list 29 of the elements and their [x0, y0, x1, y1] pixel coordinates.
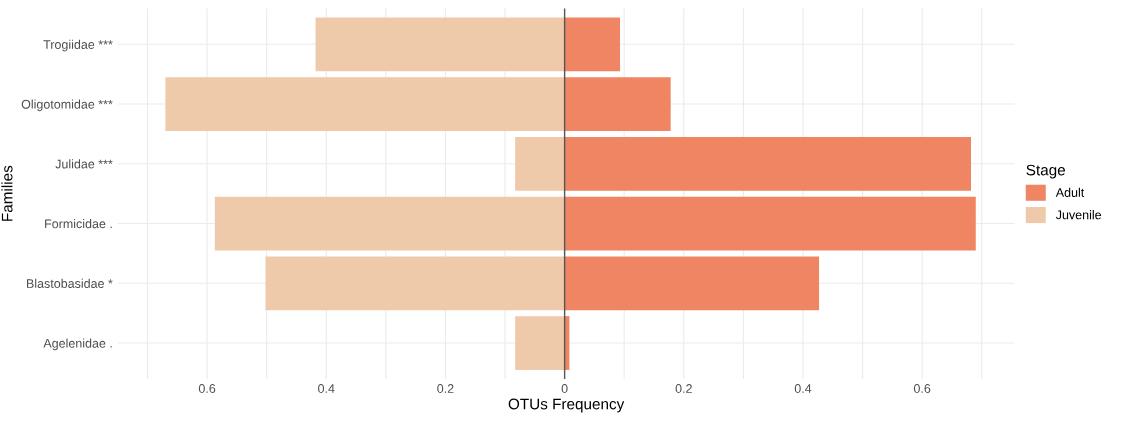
y-tick-label: Formicidae .	[45, 219, 112, 229]
x-tick-label: 0.4	[318, 384, 335, 393]
legend-title: Stage	[1026, 164, 1065, 179]
x-tick-label: 0	[561, 384, 568, 393]
bar	[265, 256, 565, 311]
y-tick-label: Julidae ***	[55, 159, 113, 169]
y-axis-title: Families	[1, 165, 13, 221]
bar	[564, 196, 976, 251]
bar	[564, 77, 671, 131]
bar	[564, 17, 621, 72]
x-tick-label: 0.2	[675, 384, 692, 393]
legend-label: Juvenile	[1055, 210, 1102, 220]
y-tick-label: Agelenidae .	[43, 338, 112, 351]
bar	[564, 136, 972, 191]
x-tick-label: 0.2	[437, 384, 454, 393]
y-tick-label: Trogiidae ***	[43, 39, 113, 52]
bar	[214, 196, 565, 251]
x-tick-label: 0.6	[198, 384, 216, 393]
bar	[165, 77, 565, 131]
bar	[515, 136, 565, 191]
legend-label: Adult	[1055, 187, 1085, 197]
bar	[564, 256, 820, 311]
x-axis-title: OTUs Frequency	[508, 398, 625, 413]
y-tick-label: Oligotomidae ***	[21, 99, 113, 112]
bar	[315, 17, 565, 72]
x-tick-label: 0.6	[913, 384, 931, 393]
bar	[515, 316, 565, 370]
x-tick-label: 0.4	[794, 384, 812, 393]
y-tick-label: Blastobasidae *	[27, 278, 113, 288]
